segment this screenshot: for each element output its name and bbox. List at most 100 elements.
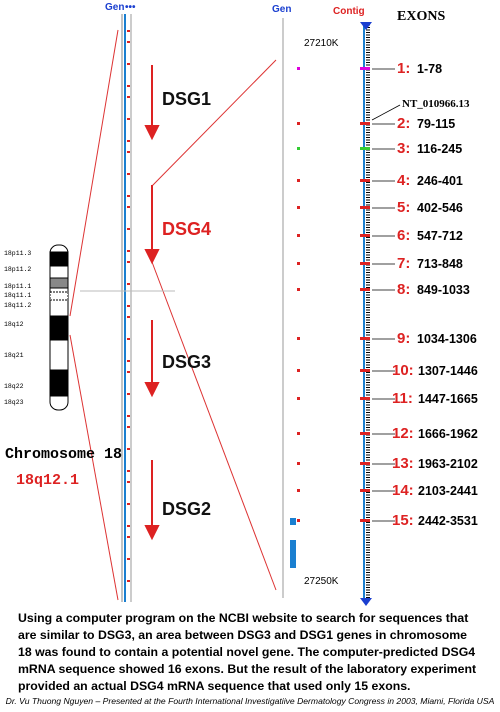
exon-mark <box>360 179 370 182</box>
exon-mark <box>360 206 370 209</box>
detail-map: Gen Contig EXONS 27210K 27250K NT_010966… <box>272 4 478 606</box>
dots: ••• <box>125 2 136 13</box>
exon-mark <box>360 432 370 435</box>
left-map: Gen ••• DSG1 DSG4 DSG3 DSG2 <box>80 2 211 602</box>
gene-label: DSG3 <box>162 352 211 372</box>
feature-tick <box>127 195 130 197</box>
locus: 18q12.1 <box>16 472 79 489</box>
feature-tick <box>127 228 130 230</box>
exon-number: 14: <box>392 482 414 499</box>
gene-mark <box>297 519 300 522</box>
band-label: 18p11.2 <box>4 266 31 273</box>
feature-tick <box>127 30 130 32</box>
exon-number: 2: <box>397 115 410 132</box>
feature-tick <box>127 338 130 340</box>
exon-mark <box>360 369 370 372</box>
exon-number: 5: <box>397 199 410 216</box>
gene-mark <box>297 369 300 372</box>
gene-mark <box>297 262 300 265</box>
exon-mark <box>360 234 370 237</box>
exon-range: 547-712 <box>417 229 463 243</box>
band-label: 18q21 <box>4 352 24 359</box>
exon-number: 7: <box>397 255 410 272</box>
exon-range: 79-115 <box>417 117 455 131</box>
exon-mark <box>360 489 370 492</box>
feature-tick <box>127 151 130 153</box>
feature-tick <box>127 426 130 428</box>
feature-tick <box>127 41 130 43</box>
exon-mark <box>360 462 370 465</box>
exon-number: 10: <box>392 362 414 379</box>
gene-label: DSG1 <box>162 89 211 109</box>
feature-tick <box>127 371 130 373</box>
feature-tick <box>127 448 130 450</box>
exon-mark <box>360 67 370 70</box>
exon-mark <box>360 519 370 522</box>
exon-mark <box>360 397 370 400</box>
exon-mark <box>360 122 370 125</box>
gene-mark <box>297 462 300 465</box>
chromosome-title: Chromosome 18 <box>5 446 122 463</box>
feature-tick <box>127 96 130 98</box>
feature-tick <box>127 536 130 538</box>
left-gen-header: Gen <box>105 2 124 13</box>
gene-header: Gen <box>272 4 291 15</box>
exon-range: 402-546 <box>417 201 463 215</box>
credit: Dr. Vu Thuong Nguyen – Presented at the … <box>6 696 495 706</box>
exon-range: 1963-2102 <box>418 457 478 471</box>
exon-range: 849-1033 <box>417 283 470 297</box>
contig-id: NT_010966.13 <box>402 98 470 110</box>
gene-mark <box>297 337 300 340</box>
feature-tick <box>127 283 130 285</box>
caption-line: 18 was found to contain a potential nove… <box>18 645 475 659</box>
end-coord: 27250K <box>304 576 339 587</box>
exon-range: 116-245 <box>417 142 462 156</box>
start-coord: 27210K <box>304 38 339 49</box>
band-label: 18q12 <box>4 321 24 328</box>
feature-tick <box>127 250 130 252</box>
exon-mark <box>360 262 370 265</box>
feature-tick <box>127 305 130 307</box>
gene-mark <box>297 489 300 492</box>
feature-tick <box>127 173 130 175</box>
exon-range: 246-401 <box>417 174 463 188</box>
gene-mark <box>297 397 300 400</box>
exon-number: 15: <box>392 512 414 529</box>
feature-tick <box>127 470 130 472</box>
exon-number: 11: <box>392 390 413 407</box>
band-label: 18q22 <box>4 383 24 390</box>
caption-line: are similar to DSG3, an area between DSG… <box>18 628 467 642</box>
exon-mark <box>360 147 370 150</box>
chromosome: 18p11.3 18p11.2 18p11.1 18q11.1 18q11.2 18q12… <box>4 244 122 489</box>
gene-label: DSG4 <box>162 219 211 239</box>
feature-tick <box>127 316 130 318</box>
gene-mark <box>297 179 300 182</box>
exon-range: 2442-3531 <box>418 514 478 528</box>
exon-range: 1666-1962 <box>418 427 478 441</box>
gene-mark <box>297 288 300 291</box>
gene-mark <box>297 67 300 70</box>
exon-mark <box>360 337 370 340</box>
caption-line: Using a computer program on the NCBI web… <box>18 611 468 625</box>
exon-range: 1-78 <box>417 62 442 76</box>
feature-tick <box>127 118 130 120</box>
feature-tick <box>127 415 130 417</box>
exon-range: 1307-1446 <box>418 364 478 378</box>
feature-tick <box>127 360 130 362</box>
exon-number: 4: <box>397 172 410 189</box>
exon-range: 1447-1665 <box>418 392 478 406</box>
exon-mark <box>360 288 370 291</box>
exon-number: 8: <box>397 281 410 298</box>
exons-header: EXONS <box>397 9 445 24</box>
gene-mark <box>297 206 300 209</box>
feature-tick <box>127 525 130 527</box>
feature-tick <box>127 580 130 582</box>
band-label: 18q11.2 <box>4 302 31 309</box>
exon-range: 2103-2441 <box>418 484 478 498</box>
arrows <box>144 65 160 541</box>
feature-tick <box>127 85 130 87</box>
exon-number: 9: <box>397 330 410 347</box>
connectors <box>69 29 277 601</box>
gene-label: DSG2 <box>162 499 211 519</box>
exon-number: 12: <box>392 425 414 442</box>
